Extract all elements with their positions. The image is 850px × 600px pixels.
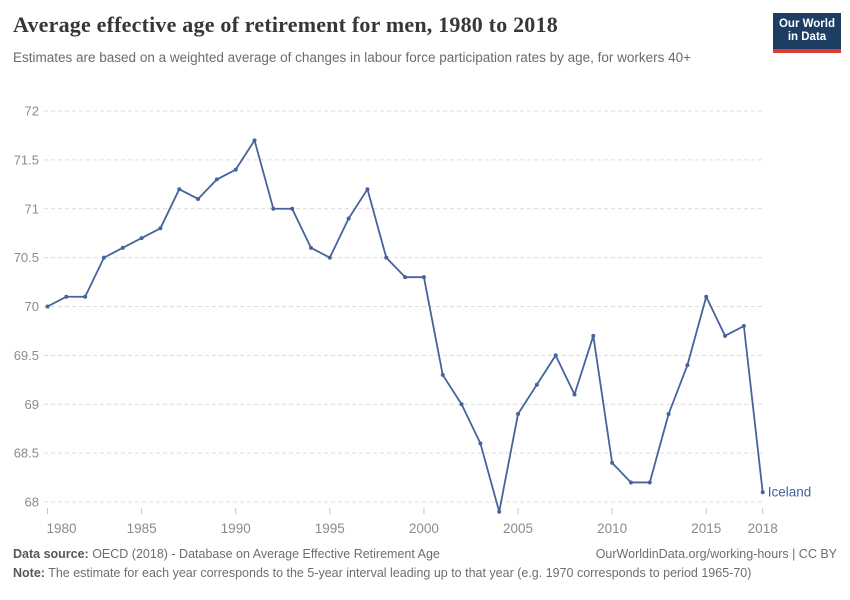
y-axis-tick-label: 69.5: [14, 348, 39, 363]
series-end-label[interactable]: Iceland: [768, 485, 812, 500]
x-axis-tick-label: 1990: [221, 521, 251, 536]
x-axis-tick-label: 2018: [748, 521, 778, 536]
x-axis-tick-label: 2010: [597, 521, 627, 536]
data-point-marker[interactable]: [534, 382, 539, 387]
data-point-marker[interactable]: [666, 412, 671, 417]
owid-logo-line1: Our World: [778, 18, 835, 30]
y-axis-tick-label: 69: [25, 397, 39, 412]
data-point-marker[interactable]: [252, 138, 257, 143]
data-point-marker[interactable]: [497, 509, 502, 514]
data-point-marker[interactable]: [628, 480, 633, 485]
datasource-text: OECD (2018) - Database on Average Effect…: [88, 547, 440, 561]
y-axis-tick-label: 71.5: [14, 152, 39, 167]
y-axis-tick-label: 70: [25, 299, 39, 314]
owid-link[interactable]: OurWorldinData.org/working-hours | CC BY: [595, 547, 837, 561]
data-point-marker[interactable]: [610, 460, 615, 465]
datasource-line: Data source: OECD (2018) - Database on A…: [13, 547, 440, 561]
data-point-marker[interactable]: [158, 226, 163, 231]
data-point-marker[interactable]: [214, 177, 219, 182]
data-point-marker[interactable]: [553, 353, 558, 358]
data-point-marker[interactable]: [290, 206, 295, 211]
data-point-marker[interactable]: [403, 275, 408, 280]
x-axis-tick-label: 2015: [691, 521, 721, 536]
data-line[interactable]: [46, 139, 764, 513]
data-point-marker[interactable]: [196, 196, 201, 201]
data-point-marker[interactable]: [120, 245, 125, 250]
data-point-marker[interactable]: [177, 187, 182, 192]
data-point-marker[interactable]: [365, 187, 370, 192]
data-point-marker[interactable]: [572, 392, 577, 397]
data-point-marker[interactable]: [723, 333, 728, 338]
data-point-marker[interactable]: [741, 324, 746, 329]
note-text: The estimate for each year corresponds t…: [44, 566, 752, 580]
data-point-marker[interactable]: [459, 402, 464, 407]
y-axis-tick-label: 68.5: [14, 446, 39, 461]
data-point-marker[interactable]: [421, 275, 426, 280]
data-point-marker[interactable]: [440, 372, 445, 377]
datasource-label: Data source:: [13, 547, 89, 561]
data-point-marker[interactable]: [685, 363, 690, 368]
y-axis-tick-label: 68: [25, 495, 39, 510]
data-point-marker[interactable]: [704, 294, 709, 299]
data-point-marker[interactable]: [346, 216, 351, 221]
x-axis-tick-label: 2000: [409, 521, 439, 536]
data-point-marker[interactable]: [64, 294, 69, 299]
data-point-marker[interactable]: [101, 255, 106, 260]
data-point-marker[interactable]: [647, 480, 652, 485]
data-point-marker[interactable]: [478, 441, 483, 446]
y-axis-tick-label: 72: [25, 104, 39, 119]
data-point-marker[interactable]: [139, 236, 144, 241]
chart-subtitle: Estimates are based on a weighted averag…: [13, 50, 692, 65]
data-point-marker[interactable]: [45, 304, 50, 309]
y-axis-tick-label: 71: [25, 201, 39, 216]
data-point-marker[interactable]: [327, 255, 332, 260]
y-axis-tick-label: 70.5: [14, 250, 39, 265]
note-label: Note:: [13, 566, 45, 580]
owid-logo: Our World in Data: [773, 13, 841, 53]
note-line: Note: The estimate for each year corresp…: [13, 566, 751, 580]
data-point-marker[interactable]: [271, 206, 276, 211]
data-point-marker[interactable]: [591, 333, 596, 338]
data-point-marker[interactable]: [384, 255, 389, 260]
data-point-marker[interactable]: [233, 167, 238, 172]
data-point-marker[interactable]: [83, 294, 88, 299]
chart-canvas[interactable]: 68 68.5 69 69.5 70 70.5 71 71.5 72 1980 1985 1990 19…: [0, 90, 850, 548]
x-axis-tick-label: 1995: [315, 521, 345, 536]
data-point-marker[interactable]: [516, 412, 521, 417]
page-title: Average effective age of retirement for …: [13, 12, 558, 37]
x-axis-tick-label: 2005: [503, 521, 533, 536]
x-axis-tick-label: 1985: [127, 521, 157, 536]
data-point-marker[interactable]: [760, 490, 765, 495]
data-point-marker[interactable]: [308, 245, 313, 250]
x-axis-tick-label: 1980: [47, 521, 77, 536]
owid-logo-line2: in Data: [787, 31, 827, 43]
